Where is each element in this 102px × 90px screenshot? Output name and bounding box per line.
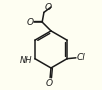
Text: O: O <box>27 18 34 27</box>
Text: O: O <box>46 79 53 88</box>
Text: O: O <box>44 3 52 12</box>
Text: NH: NH <box>20 56 33 65</box>
Text: Cl: Cl <box>76 53 85 62</box>
